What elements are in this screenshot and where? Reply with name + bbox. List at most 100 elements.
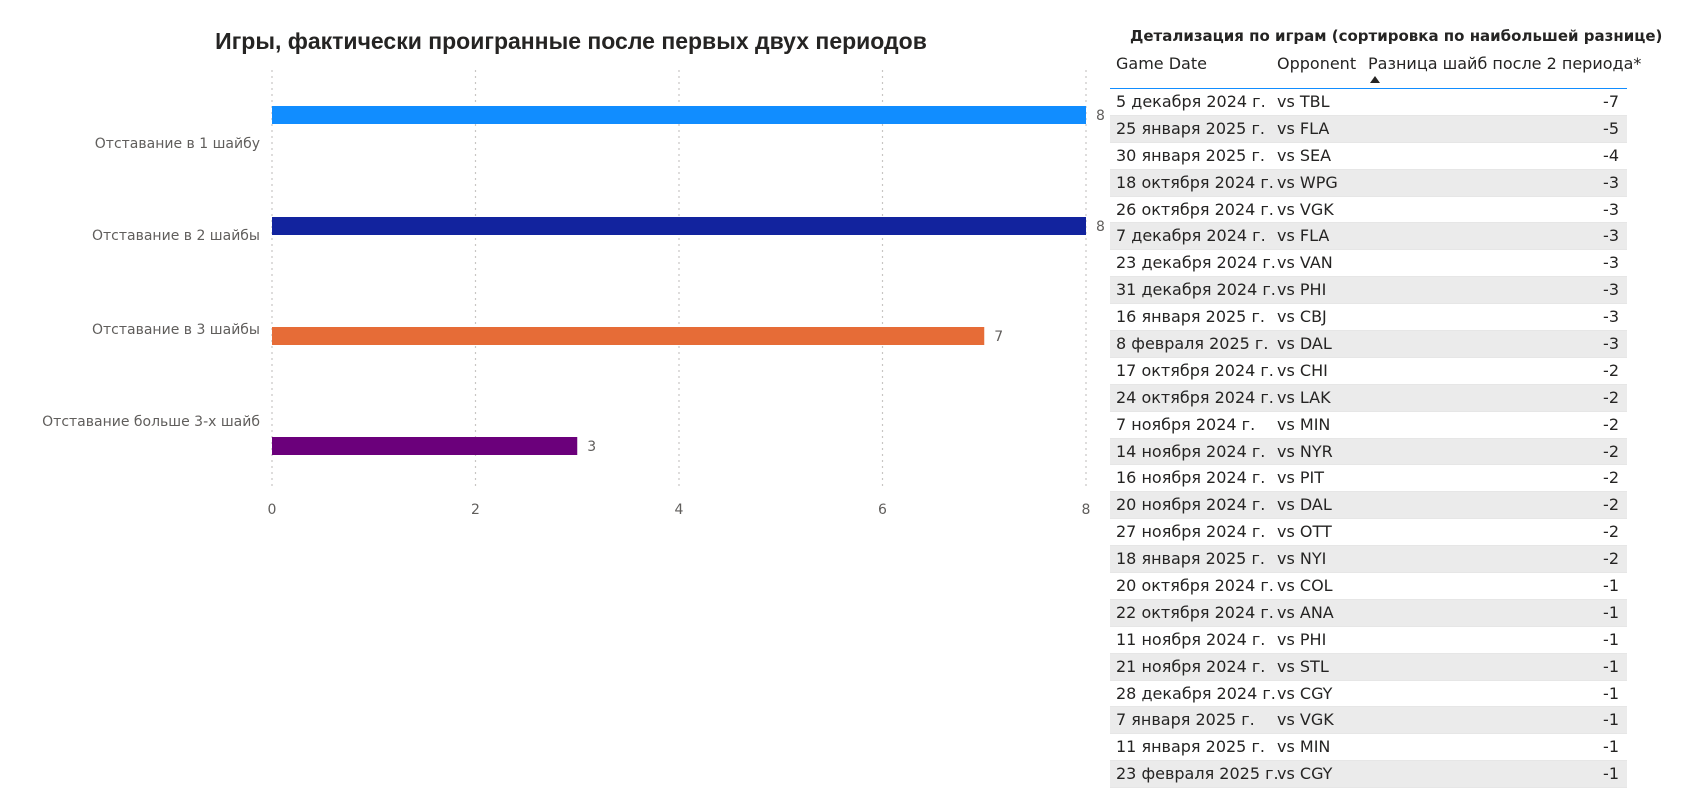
table-row[interactable]: 28 декабря 2024 г. vs CGY -1 [1110,681,1627,708]
cell-goal-difference: -1 [1603,683,1619,703]
bar-chart: Игры, фактически проигранные после первы… [42,28,1105,518]
table-row[interactable]: 27 ноября 2024 г. vs OTT -2 [1110,519,1627,547]
table-row[interactable]: 26 октября 2024 г. vs VGK -3 [1110,197,1627,224]
cell-opponent: vs MIN [1277,414,1331,434]
table-row[interactable]: 5 декабря 2024 г. vs TBL -7 [1110,89,1627,116]
table-row[interactable]: 18 октября 2024 г. vs WPG -3 [1110,169,1627,197]
sort-ascending-icon[interactable] [1370,76,1380,83]
table-row[interactable]: 8 февраля 2025 г. vs DAL -3 [1110,331,1627,358]
table-body: 5 декабря 2024 г. vs TBL -7 25 января 2025 … [1110,89,1627,789]
cell-game-date: 7 января 2025 г. [1116,710,1255,730]
bar[interactable] [272,106,1086,124]
cell-goal-difference: -2 [1603,360,1619,380]
table-row[interactable]: 16 ноября 2024 г. vs PIT -2 [1110,465,1627,493]
cell-game-date: 20 октября 2024 г. [1116,576,1274,596]
category-label: Отставание больше 3-х шайб [42,414,260,430]
cell-game-date: 7 декабря 2024 г. [1116,226,1266,246]
data-label: 7 [994,329,1003,345]
cell-game-date: 16 ноября 2024 г. [1116,468,1266,488]
chart-title: Игры, фактически проигранные после первы… [215,28,927,54]
cell-opponent: vs VGK [1277,710,1334,730]
table-row[interactable]: 20 ноября 2024 г. vs DAL -2 [1110,492,1627,520]
bars [272,106,1086,455]
cell-opponent: vs SEA [1277,145,1332,165]
cell-game-date: 11 января 2025 г. [1116,737,1265,757]
cell-game-date: 25 января 2025 г. [1116,118,1265,138]
column-header-opponent[interactable]: Opponent [1277,54,1357,73]
table-row[interactable]: 20 октября 2024 г. vs COL -1 [1110,573,1627,600]
cell-goal-difference: -3 [1603,253,1619,273]
table-row[interactable]: 23 декабря 2024 г. vs VAN -3 [1110,250,1627,278]
table-row[interactable]: 11 ноября 2024 г. vs PHI -1 [1110,627,1627,654]
cell-game-date: 18 января 2025 г. [1116,549,1265,569]
table-row[interactable]: 22 октября 2024 г. vs ANA -1 [1110,599,1627,627]
cell-goal-difference: -1 [1603,710,1619,730]
cell-game-date: 31 декабря 2024 г. [1116,280,1276,300]
category-label: Отставание в 2 шайбы [92,228,260,244]
game-details-table: Детализация по играм (сортировка по наиб… [1110,0,1681,792]
table-row[interactable]: 24 октября 2024 г. vs LAK -2 [1110,384,1627,412]
cell-opponent: vs FLA [1277,118,1330,138]
column-header-game-date[interactable]: Game Date [1116,54,1207,73]
cell-game-date: 21 ноября 2024 г. [1116,656,1266,676]
table-row[interactable]: 17 октября 2024 г. vs CHI -2 [1110,358,1627,385]
cell-game-date: 26 октября 2024 г. [1116,199,1274,219]
bar-chart-panel: Игры, фактически проигранные после первы… [42,28,1105,518]
cell-opponent: vs VGK [1277,199,1334,219]
table-row[interactable]: 16 января 2025 г. vs CBJ -3 [1110,304,1627,332]
data-label: 3 [587,439,596,455]
bar[interactable] [272,437,578,455]
cell-opponent: vs NYI [1277,549,1327,569]
cell-game-date: 17 октября 2024 г. [1116,360,1274,380]
cell-opponent: vs MIN [1277,737,1331,757]
table-row[interactable]: 7 января 2025 г. vs VGK -1 [1110,707,1627,735]
column-header-goal-difference[interactable]: Разница шайб после 2 периода* [1368,54,1642,73]
cell-opponent: vs DAL [1277,334,1332,354]
cell-opponent: vs DAL [1277,495,1332,515]
cell-goal-difference: -1 [1603,576,1619,596]
x-tick-label: 8 [1082,502,1091,518]
cell-goal-difference: -3 [1603,334,1619,354]
cell-opponent: vs OTT [1277,522,1332,542]
table-row[interactable]: 7 ноября 2024 г. vs MIN -2 [1110,412,1627,439]
bar[interactable] [272,217,1086,235]
table-row[interactable]: 23 февраля 2025 г. vs CGY -1 [1110,761,1627,789]
cell-goal-difference: -2 [1603,468,1619,488]
cell-opponent: vs PIT [1277,468,1325,488]
cell-goal-difference: -2 [1603,495,1619,515]
table-row[interactable]: 14 ноября 2024 г. vs NYR -2 [1110,438,1627,466]
cell-goal-difference: -3 [1603,226,1619,246]
cell-game-date: 27 ноября 2024 г. [1116,522,1266,542]
cell-game-date: 22 октября 2024 г. [1116,602,1274,622]
category-label: Отставание в 3 шайбы [92,322,260,338]
cell-game-date: 30 января 2025 г. [1116,145,1265,165]
table-row[interactable]: 25 января 2025 г. vs FLA -5 [1110,115,1627,143]
table-title: Детализация по играм (сортировка по наиб… [1130,27,1663,45]
cell-opponent: vs PHI [1277,280,1327,300]
cell-goal-difference: -4 [1603,145,1619,165]
cell-goal-difference: -1 [1603,764,1619,784]
cell-goal-difference: -2 [1603,441,1619,461]
cell-goal-difference: -2 [1603,414,1619,434]
bar[interactable] [272,327,985,345]
table-row[interactable]: 18 января 2025 г. vs NYI -2 [1110,546,1627,574]
cell-opponent: vs CGY [1277,764,1333,784]
cell-opponent: vs TBL [1277,92,1330,111]
cell-opponent: vs PHI [1277,629,1327,649]
cell-goal-difference: -7 [1603,92,1619,111]
table-row[interactable]: 30 января 2025 г. vs SEA -4 [1110,143,1627,170]
cell-opponent: vs FLA [1277,226,1330,246]
cell-opponent: vs NYR [1277,441,1333,461]
table-row[interactable]: 11 января 2025 г. vs MIN -1 [1110,734,1627,762]
cell-opponent: vs CGY [1277,683,1333,703]
table-row[interactable]: 31 декабря 2024 г. vs PHI -3 [1110,277,1627,305]
cell-game-date: 7 ноября 2024 г. [1116,414,1256,434]
cell-opponent: vs ANA [1277,602,1334,622]
table-row[interactable]: 7 декабря 2024 г. vs FLA -3 [1110,223,1627,251]
cell-goal-difference: -3 [1603,280,1619,300]
cell-game-date: 5 декабря 2024 г. [1116,92,1266,111]
cell-goal-difference: -1 [1603,737,1619,757]
cell-opponent: vs COL [1277,576,1333,596]
data-label: 8 [1096,219,1105,235]
table-row[interactable]: 21 ноября 2024 г. vs STL -1 [1110,653,1627,681]
